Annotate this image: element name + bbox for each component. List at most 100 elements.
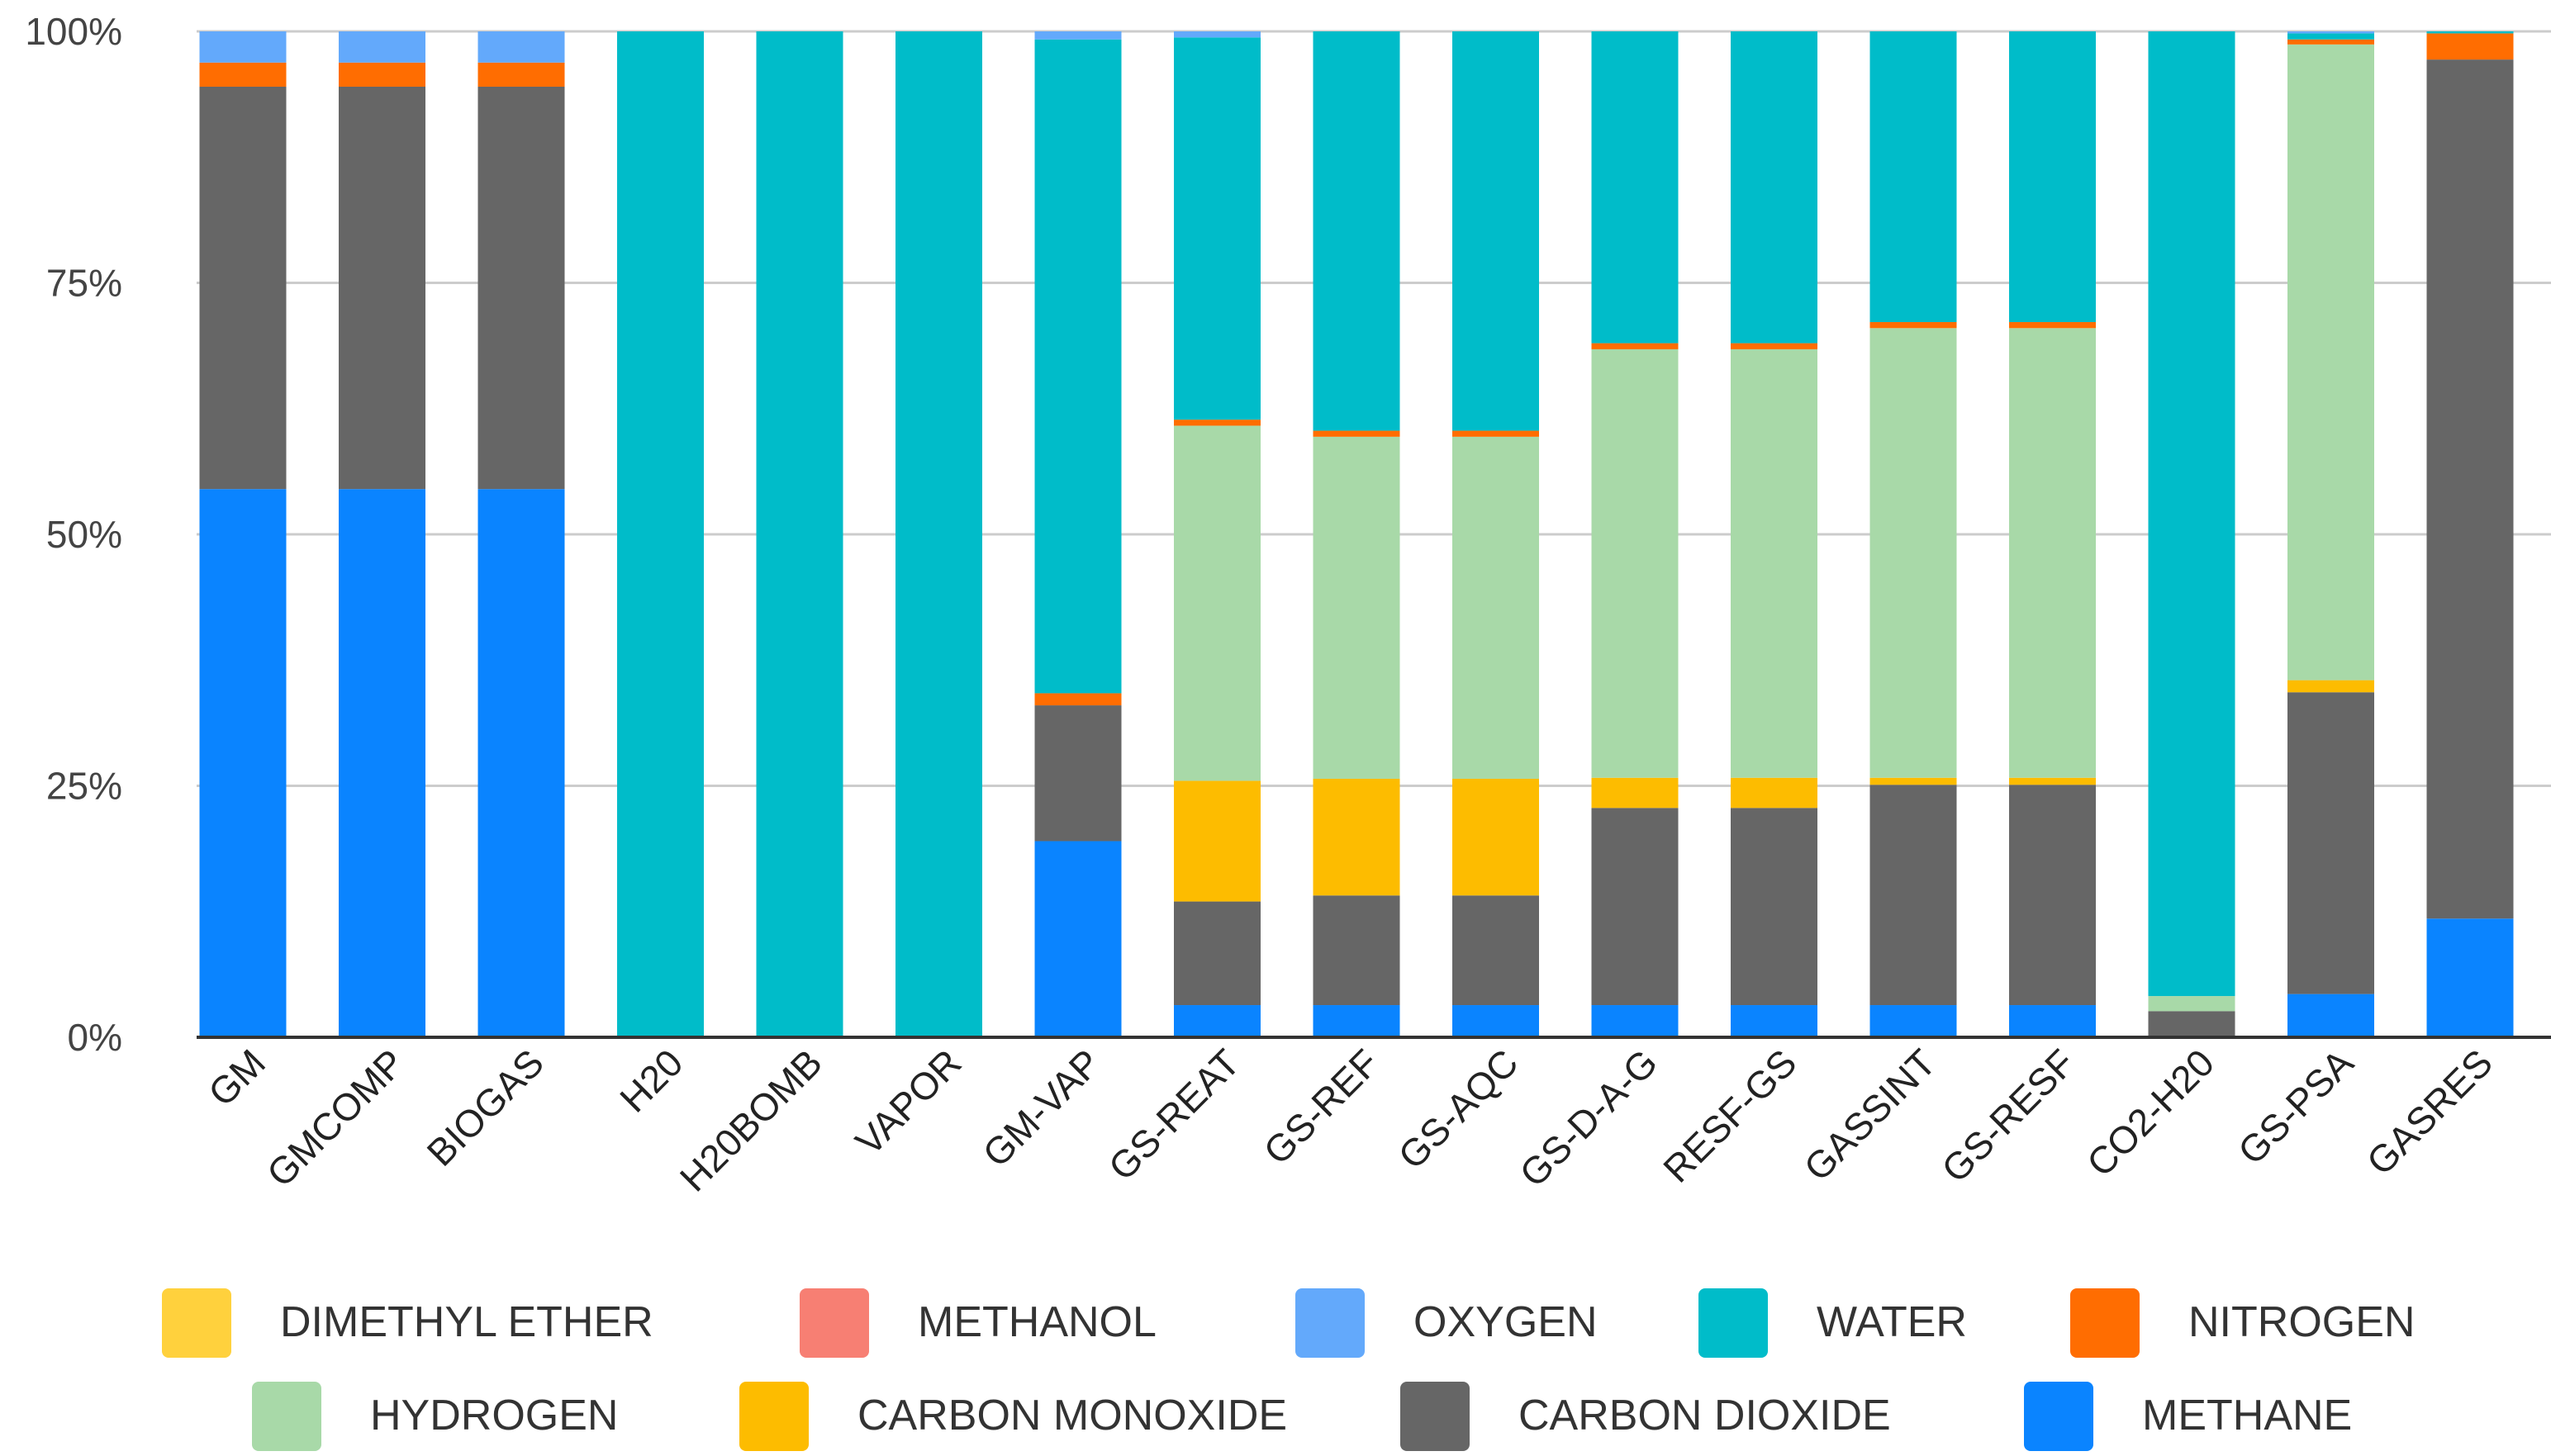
legend-item-hydrogen[interactable]: HYDROGEN [252, 1382, 618, 1451]
bar-segment-gs-reat-nitrogen[interactable] [1174, 420, 1261, 426]
bar-segment-gassint-methane[interactable] [1869, 1005, 1957, 1037]
bar-segment-gs-ref-nitrogen[interactable] [1313, 430, 1400, 437]
x-tick-label: GS-PSA [2230, 1041, 2362, 1173]
bar-segment-gs-d-a-g-carbon-monoxide[interactable] [1591, 777, 1679, 809]
legend-item-methanol[interactable]: METHANOL [800, 1288, 1157, 1358]
bar-segment-gs-resf-nitrogen[interactable] [2009, 322, 2096, 329]
bar-segment-gm-vap-nitrogen[interactable] [1034, 693, 1122, 706]
y-tick-label: 50% [46, 513, 122, 556]
x-tick-label: GS-REAT [1100, 1041, 1248, 1188]
bar-segment-gmcomp-carbon-dioxide[interactable] [339, 86, 425, 490]
bar-segment-gassint-nitrogen[interactable] [1869, 322, 1957, 329]
bar-segment-gm-carbon-dioxide[interactable] [199, 86, 287, 490]
x-tick-label: GMCOMP [259, 1041, 413, 1195]
bar-segment-gassint-hydrogen[interactable] [1869, 328, 1957, 778]
bar-segment-gs-reat-methane[interactable] [1174, 1005, 1261, 1037]
bar-segment-gs-psa-nitrogen[interactable] [2287, 39, 2374, 45]
bar-segment-gs-reat-oxygen[interactable] [1174, 31, 1261, 38]
legend-item-nitrogen[interactable]: NITROGEN [2070, 1288, 2415, 1358]
bar-segment-gs-reat-hydrogen[interactable] [1174, 425, 1261, 781]
bar-segment-co2-h20-carbon-dioxide[interactable] [2148, 1011, 2235, 1037]
bar-segment-gs-psa-methane[interactable] [2287, 994, 2374, 1037]
bar-segment-gs-ref-carbon-monoxide[interactable] [1313, 778, 1400, 896]
bar-segment-gassint-carbon-dioxide[interactable] [1869, 785, 1957, 1006]
bar-segment-gasres-methane[interactable] [2426, 918, 2514, 1037]
bar-segment-biogas-carbon-dioxide[interactable] [477, 86, 565, 490]
bar-segment-resf-gs-methane[interactable] [1731, 1005, 1817, 1037]
bar-segment-gm-nitrogen[interactable] [199, 62, 287, 87]
bar-segment-resf-gs-carbon-dioxide[interactable] [1731, 808, 1817, 1006]
bar-segment-gs-aqc-hydrogen[interactable] [1452, 436, 1539, 779]
bar-segment-gs-reat-carbon-monoxide[interactable] [1174, 780, 1261, 902]
bar-segment-gs-aqc-methane[interactable] [1452, 1005, 1539, 1037]
bar-segment-gs-ref-carbon-dioxide[interactable] [1313, 895, 1400, 1006]
bar-segment-gassint-water[interactable] [1869, 31, 1957, 323]
bar-segment-resf-gs-hydrogen[interactable] [1731, 349, 1817, 778]
bar-segment-gs-psa-carbon-monoxide[interactable] [2287, 680, 2374, 693]
bar-segment-resf-gs-carbon-monoxide[interactable] [1731, 777, 1817, 809]
legend-item-methane[interactable]: METHANE [2024, 1382, 2352, 1451]
y-tick-label: 100% [25, 10, 122, 53]
bar-segment-gs-resf-carbon-monoxide[interactable] [2009, 777, 2096, 785]
x-tick-label: GM-VAP [974, 1041, 1109, 1175]
bar-segment-co2-h20-water[interactable] [2148, 31, 2235, 997]
bar-segment-gs-resf-methane[interactable] [2009, 1005, 2096, 1037]
legend-item-dimethyl-ether[interactable]: DIMETHYL ETHER [162, 1288, 653, 1358]
legend-label: NITROGEN [2188, 1298, 2415, 1346]
bar-segment-gm-methane[interactable] [199, 489, 287, 1037]
bar-segment-gm-vap-methane[interactable] [1034, 841, 1122, 1037]
bar-segment-gasres-water[interactable] [2426, 31, 2514, 34]
bar-segment-resf-gs-water[interactable] [1731, 31, 1817, 344]
bar-segment-gs-d-a-g-water[interactable] [1591, 31, 1679, 344]
bar-segment-gs-d-a-g-nitrogen[interactable] [1591, 343, 1679, 349]
bar-segment-gs-aqc-water[interactable] [1452, 31, 1539, 431]
bar-segment-biogas-oxygen[interactable] [477, 31, 565, 63]
bar-segment-gs-ref-methane[interactable] [1313, 1005, 1400, 1037]
bar-segment-gs-reat-carbon-dioxide[interactable] [1174, 901, 1261, 1006]
bar-segment-gs-reat-water[interactable] [1174, 37, 1261, 420]
bar-segment-vapor-water[interactable] [895, 31, 982, 1037]
bar-segment-h20bomb-water[interactable] [756, 31, 843, 1037]
bar-segment-gs-psa-carbon-dioxide[interactable] [2287, 692, 2374, 994]
bar-segment-gmcomp-methane[interactable] [339, 489, 425, 1037]
bar-segment-gs-aqc-carbon-dioxide[interactable] [1452, 895, 1539, 1006]
legend-item-oxygen[interactable]: OXYGEN [1295, 1288, 1598, 1358]
bar-segment-gs-d-a-g-hydrogen[interactable] [1591, 349, 1679, 778]
bar-segment-gassint-carbon-monoxide[interactable] [1869, 777, 1957, 785]
x-tick-label: GASRES [2359, 1041, 2501, 1183]
legend-item-carbon-dioxide[interactable]: CARBON DIOXIDE [1400, 1382, 1891, 1451]
bar-segment-gs-resf-hydrogen[interactable] [2009, 328, 2096, 778]
legend-label: METHANOL [918, 1298, 1157, 1346]
legend-label: CARBON MONOXIDE [857, 1392, 1287, 1439]
bar-segment-h20-water[interactable] [617, 31, 704, 1037]
bar-segment-gs-psa-hydrogen[interactable] [2287, 44, 2374, 681]
bar-segment-gmcomp-nitrogen[interactable] [339, 62, 425, 87]
bar-segment-gs-resf-carbon-dioxide[interactable] [2009, 785, 2096, 1006]
bar-segment-resf-gs-nitrogen[interactable] [1731, 343, 1817, 349]
x-tick-label: CO2-H20 [2078, 1041, 2222, 1184]
bar-segment-biogas-nitrogen[interactable] [477, 62, 565, 87]
x-tick-label: GASSINT [1796, 1041, 1945, 1189]
bar-segment-gasres-nitrogen[interactable] [2426, 33, 2514, 60]
bar-segment-gs-psa-oxygen[interactable] [2287, 31, 2374, 34]
bar-segment-gm-vap-oxygen[interactable] [1034, 31, 1122, 40]
legend-item-carbon-monoxide[interactable]: CARBON MONOXIDE [739, 1382, 1287, 1451]
x-tick-label: H20BOMB [672, 1041, 830, 1199]
bar-segment-gs-aqc-carbon-monoxide[interactable] [1452, 778, 1539, 896]
legend-item-water[interactable]: WATER [1698, 1288, 1967, 1358]
bar-segment-biogas-methane[interactable] [477, 489, 565, 1037]
bar-segment-co2-h20-hydrogen[interactable] [2148, 996, 2235, 1012]
bar-segment-gm-oxygen[interactable] [199, 31, 287, 63]
legend-swatch [1698, 1288, 1768, 1358]
bar-segment-gs-resf-water[interactable] [2009, 31, 2096, 323]
bar-segment-gs-ref-water[interactable] [1313, 31, 1400, 431]
bar-segment-gasres-carbon-dioxide[interactable] [2426, 59, 2514, 919]
bar-segment-gs-psa-water[interactable] [2287, 33, 2374, 40]
bar-segment-gm-vap-carbon-dioxide[interactable] [1034, 705, 1122, 842]
bar-segment-gs-ref-hydrogen[interactable] [1313, 436, 1400, 779]
bar-segment-gmcomp-oxygen[interactable] [339, 31, 425, 63]
bar-segment-gm-vap-water[interactable] [1034, 39, 1122, 694]
bar-segment-gs-d-a-g-methane[interactable] [1591, 1005, 1679, 1037]
bar-segment-gs-aqc-nitrogen[interactable] [1452, 430, 1539, 437]
bar-segment-gs-d-a-g-carbon-dioxide[interactable] [1591, 808, 1679, 1006]
